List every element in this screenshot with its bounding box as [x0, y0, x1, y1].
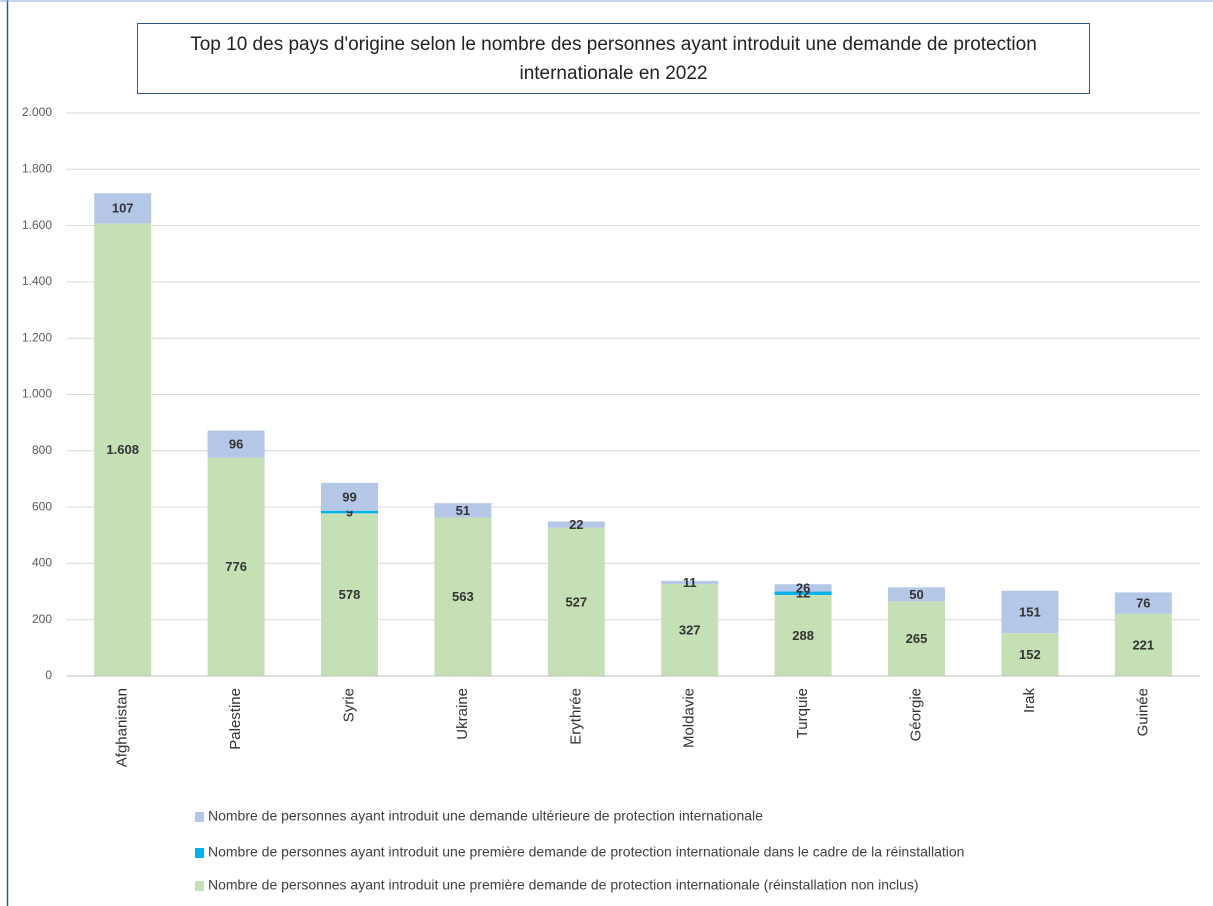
data-label: 99 [342, 489, 356, 504]
bar-segment [321, 482, 378, 511]
bar-segment [888, 601, 945, 676]
bar-segment [1114, 592, 1172, 614]
bar-segment [207, 430, 265, 458]
bar-segment [94, 193, 152, 224]
data-label: 22 [569, 517, 583, 532]
legend-label: Nombre de personnes ayant introduit une … [208, 877, 919, 893]
y-tick-label: 800 [32, 443, 52, 457]
y-tick-label: 1.600 [22, 218, 52, 232]
x-tick-label: Palestine [227, 688, 244, 750]
x-tick-label: Moldavie [681, 688, 698, 748]
data-label: 327 [679, 622, 701, 637]
x-tick-label: Turquie [794, 688, 811, 738]
bar-segment [1114, 613, 1172, 676]
data-label: 288 [792, 628, 814, 643]
data-label: 265 [906, 631, 928, 646]
data-label: 9 [346, 504, 353, 519]
data-label: 527 [565, 594, 587, 609]
bar-segment [661, 583, 719, 676]
y-tick-label: 1.400 [22, 274, 52, 288]
data-label: 11 [683, 575, 697, 590]
data-label: 26 [796, 580, 810, 595]
bar-segment [774, 591, 832, 595]
data-label: 221 [1132, 637, 1154, 652]
legend-swatch [195, 881, 204, 891]
x-tick-label: Afghanistan [114, 688, 131, 767]
y-tick-label: 200 [32, 612, 52, 626]
bar-segment [547, 527, 605, 676]
data-label: 96 [229, 436, 243, 451]
y-tick-label: 1.000 [22, 387, 52, 401]
data-label: 151 [1019, 604, 1041, 619]
data-label: 1.608 [106, 442, 139, 457]
x-tick-label: Erythrée [567, 688, 584, 745]
bar-segment [1001, 633, 1059, 676]
legend-swatch [195, 848, 204, 858]
y-tick-label: 600 [32, 499, 52, 513]
y-tick-label: 2.000 [22, 105, 52, 119]
bar-segment [661, 580, 719, 584]
data-label: 76 [1136, 596, 1150, 611]
chart-title: Top 10 des pays d'origine selon le nombr… [137, 23, 1090, 94]
bar-segment [1001, 590, 1059, 634]
bar-segment [434, 517, 492, 676]
x-tick-label: Irak [1021, 688, 1038, 714]
y-tick-label: 400 [32, 556, 52, 570]
bar-segment [94, 223, 152, 676]
bar-segment [774, 594, 832, 676]
legend-label: Nombre de personnes ayant introduit une … [208, 844, 964, 860]
bar-segment [888, 587, 945, 602]
data-label: 578 [339, 587, 361, 602]
bar-segment [321, 510, 378, 514]
data-label: 776 [225, 559, 247, 574]
bar-segment [434, 503, 492, 518]
legend-swatch [195, 812, 204, 822]
bar-segment [547, 521, 605, 528]
bar-segment [774, 584, 832, 592]
x-tick-label: Géorgie [907, 688, 924, 741]
data-label: 51 [456, 503, 470, 518]
x-tick-label: Ukraine [454, 688, 471, 740]
data-label: 50 [909, 587, 923, 602]
data-label: 563 [452, 589, 474, 604]
bar-segment [321, 513, 378, 676]
y-tick-label: 1.200 [22, 330, 52, 344]
data-label: 152 [1019, 647, 1041, 662]
x-tick-label: Guinée [1134, 688, 1151, 736]
x-tick-label: Syrie [340, 688, 357, 722]
bar-segment [207, 457, 265, 676]
y-tick-label: 0 [45, 668, 52, 682]
data-label: 107 [112, 201, 134, 216]
y-tick-label: 1.800 [22, 161, 52, 175]
legend-label: Nombre de personnes ayant introduit une … [208, 808, 763, 824]
